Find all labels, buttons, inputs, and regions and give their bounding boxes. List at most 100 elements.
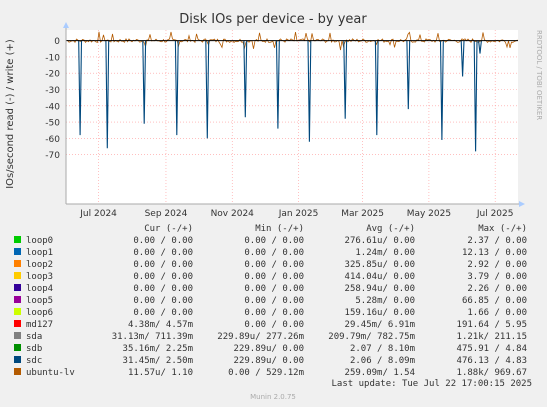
legend-cur: 0.00 / 0.00 [133,308,193,318]
legend-series-name: ubuntu-lv [26,368,75,378]
legend-swatch [14,332,21,339]
legend-cur: 31.13m/ 711.39m [112,332,193,342]
legend-avg: 258.94u/ 0.00 [345,284,415,294]
legend-series-name: loop4 [26,284,53,294]
legend-series-name: md127 [26,320,53,330]
legend-swatch [14,296,21,303]
y-tick-label: -10 [45,53,60,63]
legend-min: 0.00 / 0.00 [244,248,304,258]
y-tick-label: -40 [45,102,60,112]
legend-header-avg: Avg (-/+) [366,224,415,234]
legend-cur: 0.00 / 0.00 [133,260,193,270]
legend-cur: 0.00 / 0.00 [133,236,193,246]
legend-series-name: sda [26,332,42,342]
legend-avg: 259.09m/ 1.54 [345,368,415,378]
legend-swatch [14,308,21,315]
legend-min: 0.00 / 0.00 [244,308,304,318]
legend-max: 2.37 / 0.00 [467,236,527,246]
munin-footer: Munin 2.0.75 [250,393,296,401]
legend-header-cur: Cur (-/+) [144,224,193,234]
legend-avg: 1.24m/ 0.00 [355,248,415,258]
legend-swatch [14,260,21,267]
plot-area [66,30,518,204]
last-update: Last update: Tue Jul 22 17:00:15 2025 [332,379,532,389]
legend-swatch [14,272,21,279]
legend-cur: 0.00 / 0.00 [133,272,193,282]
legend-cur: 35.16m/ 2.25m [123,344,193,354]
read-dip [478,40,482,54]
legend-header-min: Min (-/+) [255,224,304,234]
y-tick-label: -70 [45,151,60,161]
x-tick-label: Jul 2025 [476,209,514,219]
y-tick-label: 0 [54,37,60,47]
rrdtool-credit: RRDTOOL / TOBI OETIKER [535,30,543,120]
read-dips [78,40,482,152]
legend-max: 476.13 / 4.83 [457,356,527,366]
legend-max: 2.92 / 0.00 [467,260,527,270]
legend-max: 3.79 / 0.00 [467,272,527,282]
legend-swatch [14,236,21,243]
legend-swatch [14,320,21,327]
legend-series-name: loop1 [26,248,53,258]
read-dip [142,40,147,124]
x-tick-label: May 2025 [407,209,451,219]
legend-max: 1.21k/ 211.15 [457,332,527,342]
legend-min: 0.00 / 529.12m [228,368,304,378]
legend-avg: 414.04u/ 0.00 [345,272,415,282]
y-tick-label: -50 [45,119,60,129]
legend-min: 0.00 / 0.00 [244,284,304,294]
legend-swatch [14,248,21,255]
read-dip [205,40,210,139]
legend-series-name: loop2 [26,260,53,270]
x-axis-arrow [519,201,525,207]
read-dip [78,40,83,136]
legend-cur: 0.00 / 0.00 [133,296,193,306]
legend-avg: 2.07 / 8.10m [350,344,415,354]
legend-max: 12.13 / 0.00 [462,248,527,258]
legend-max: 66.85 / 0.00 [462,296,527,306]
legend-cur: 0.00 / 0.00 [133,248,193,258]
legend-avg: 5.28m/ 0.00 [355,296,415,306]
legend-max: 2.26 / 0.00 [467,284,527,294]
y-axis-arrow [63,22,69,28]
y-axis-ticks: 0 -10 -20 -30 -40 -50 -60 -70 [45,37,60,161]
x-tick-label: Mar 2025 [341,209,384,219]
legend-series-name: loop5 [26,296,53,306]
x-tick-label: Nov 2024 [211,209,255,219]
y-axis-label: IOs/second read (-) / write (+) [5,39,16,189]
legend-swatch [14,356,21,363]
read-dip [105,40,110,149]
legend-cur: 11.57u/ 1.10 [128,368,193,378]
read-dip [343,40,348,119]
read-dip [460,40,465,77]
legend-max: 1.88k/ 969.67 [457,368,527,378]
legend-series-name: loop0 [26,236,53,246]
legend-avg: 2.06 / 8.09m [350,356,415,366]
read-dip [473,40,478,152]
legend-swatch [14,344,21,351]
legend-cur: 0.00 / 0.00 [133,284,193,294]
legend-avg: 325.85u/ 0.00 [345,260,415,270]
grid-lines [66,30,518,204]
legend-series-name: loop6 [26,308,53,318]
legend-cur: 4.38m/ 4.57m [128,320,193,330]
x-tick-label: Jul 2024 [79,209,117,219]
legend-series-name: sdb [26,344,42,354]
legend-cur: 31.45m/ 2.50m [123,356,193,366]
legend-avg: 159.16u/ 0.00 [345,308,415,318]
legend-avg: 276.61u/ 0.00 [345,236,415,246]
legend-table: Cur (-/+) Min (-/+) Avg (-/+) Max (-/+) … [14,224,527,378]
read-dip [374,40,379,136]
legend-series-name: sdc [26,356,42,366]
x-tick-label: Sep 2024 [145,209,188,219]
legend-avg: 209.79m/ 782.75m [328,332,415,342]
legend-min: 229.89u/ 277.26m [217,332,304,342]
legend-min: 229.89u/ 0.00 [234,356,304,366]
legend-max: 1.66 / 0.00 [467,308,527,318]
legend-min: 0.00 / 0.00 [244,320,304,330]
chart-title: Disk IOs per device - by year [179,12,367,27]
read-dip [174,40,179,136]
legend-max: 475.91 / 4.84 [457,344,527,354]
read-dip [243,40,248,118]
legend-header-max: Max (-/+) [478,224,527,234]
